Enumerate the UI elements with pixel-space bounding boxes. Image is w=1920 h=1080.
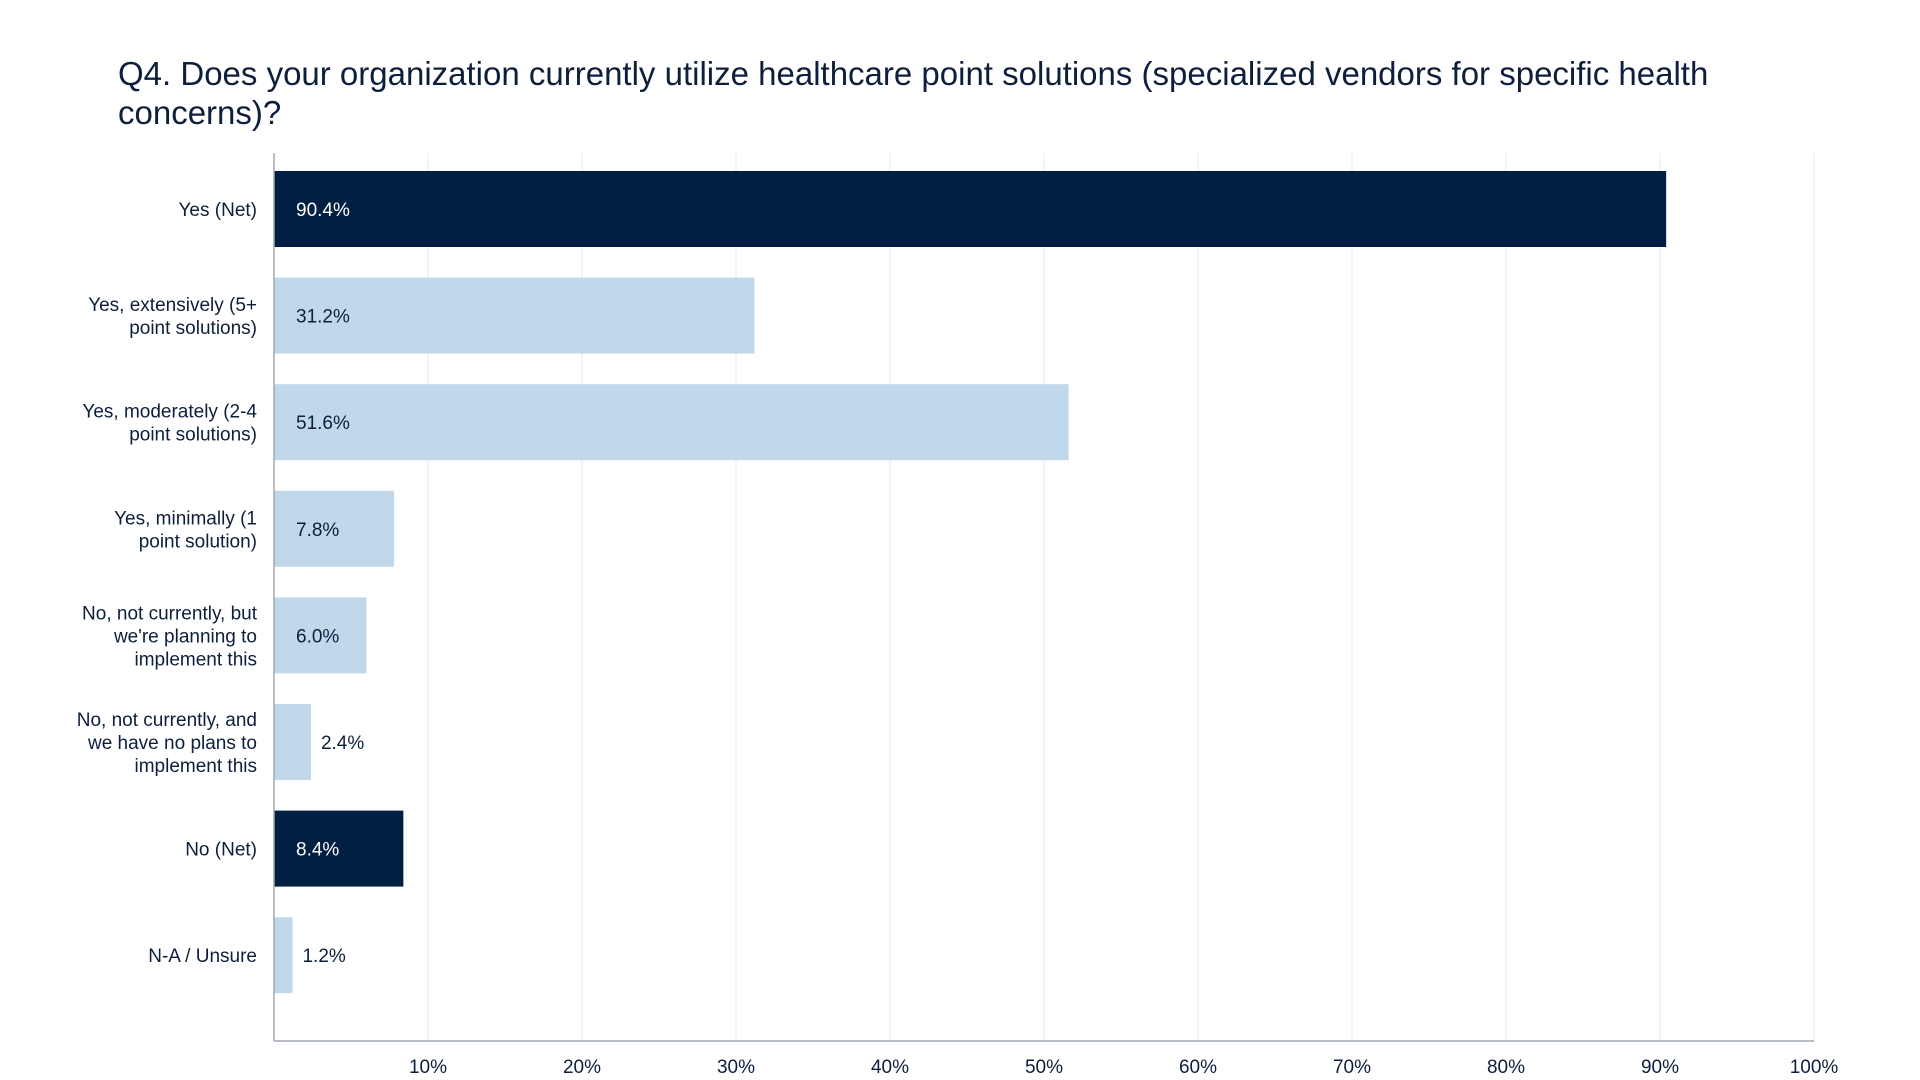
x-tick-label: 30% <box>717 1057 755 1078</box>
bar <box>274 171 1667 247</box>
x-tick-label: 50% <box>1025 1057 1063 1078</box>
data-label: 31.2% <box>296 307 350 328</box>
gridlines <box>427 153 1815 1041</box>
bars <box>274 171 1667 994</box>
data-label: 7.8% <box>296 520 339 541</box>
category-label: Yes, moderately (2-4 point solutions) <box>82 402 257 446</box>
bar <box>274 597 367 674</box>
data-label: 6.0% <box>296 626 339 647</box>
x-tick-label: 80% <box>1487 1057 1525 1078</box>
x-tick-label: 70% <box>1333 1057 1371 1078</box>
bar <box>274 704 311 780</box>
x-axis: 10% 20% 30% 40% 50% 60% 70% 80% 90% 100% <box>273 153 1839 1078</box>
category-labels: Yes (Net) Yes, extensively (5+ point solut… <box>77 200 258 967</box>
bar <box>274 277 755 354</box>
data-label: 8.4% <box>296 840 339 861</box>
category-label: No (Net) <box>185 840 257 861</box>
category-label: No, not currently, but we're planning to i… <box>82 603 258 670</box>
data-label: 1.2% <box>302 946 345 967</box>
chart-title: Q4. Does your organization currently uti… <box>118 55 1709 131</box>
data-label: 51.6% <box>296 413 350 434</box>
category-label: Yes (Net) <box>179 200 258 221</box>
category-label: No, not currently, and we have no plans t… <box>77 710 257 777</box>
x-tick-label: 10% <box>409 1057 447 1078</box>
x-tick-label: 20% <box>563 1057 601 1078</box>
x-tick-label: 40% <box>871 1057 909 1078</box>
category-label: N-A / Unsure <box>148 946 257 967</box>
bar <box>274 917 293 994</box>
x-tick-label: 60% <box>1179 1057 1217 1078</box>
category-label: Yes, minimally (1 point solution) <box>114 508 257 552</box>
bar <box>274 490 395 567</box>
x-tick-label: 90% <box>1641 1057 1679 1078</box>
data-label: 2.4% <box>321 733 364 754</box>
category-label: Yes, extensively (5+ point solutions) <box>88 295 257 339</box>
bar <box>274 810 404 887</box>
x-tick-label: 100% <box>1790 1057 1839 1078</box>
data-labels: 90.4% 31.2% 51.6% 7.8% 6.0% 2.4% 8.4% 1.2% <box>296 200 364 967</box>
data-label: 90.4% <box>296 200 350 221</box>
bar <box>274 384 1069 461</box>
